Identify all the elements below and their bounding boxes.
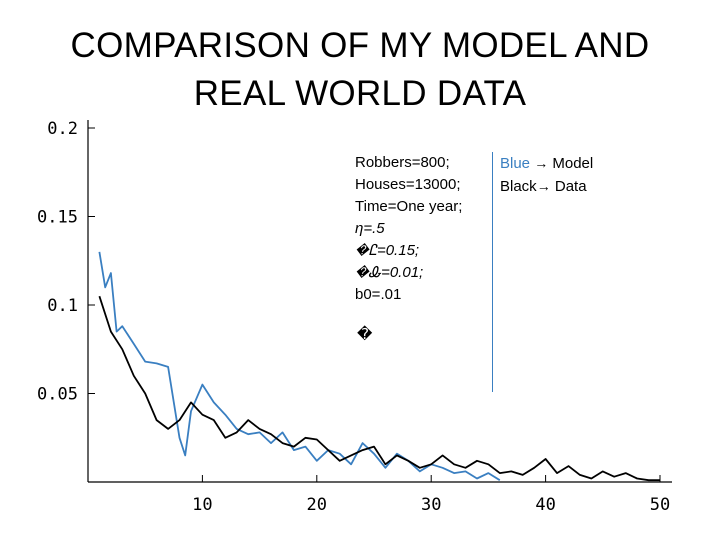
y-tick-label: 0.15: [37, 208, 78, 228]
y-ticks: 0.05 0.1 0.15 0.2: [37, 119, 95, 405]
legend-data-text: Data: [554, 178, 587, 195]
arrow-icon: →: [536, 178, 551, 194]
parameter-list: Robbers=800; Houses=13000; Time=One year…: [355, 152, 462, 346]
slide-title: COMPARISON OF MY MODEL AND REAL WORLD DA…: [0, 22, 720, 118]
param-theta: �Ꮭ=0.15;: [355, 242, 420, 259]
x-tick-label: 50: [650, 495, 670, 515]
legend-data-word: Black: [500, 178, 537, 195]
param-omega: �Ꮂ=0.01;: [355, 264, 424, 281]
chart-axes: [87, 120, 672, 483]
legend-model-word: Blue: [500, 155, 531, 172]
y-tick-label: 0.1: [47, 296, 78, 316]
legend-model: Blue → Model: [500, 152, 593, 175]
series-line-data: [98, 295, 660, 482]
y-tick-label: 0.2: [47, 119, 78, 139]
title-line-1: COMPARISON OF MY MODEL AND: [70, 26, 650, 65]
param-time: Time=One year;: [355, 198, 463, 215]
stray-glyph: �: [357, 326, 373, 343]
param-b0: b0=.01: [355, 286, 402, 303]
param-robbers: Robbers=800;: [355, 154, 450, 171]
y-tick-label: 0.05: [37, 385, 78, 405]
arrow-icon: →: [534, 155, 549, 171]
x-ticks: 10 20 30 40 50: [192, 475, 670, 515]
title-line-2: REAL WORLD DATA: [193, 74, 527, 113]
param-eta: η=.5: [355, 220, 385, 237]
series-layer: [98, 251, 660, 482]
legend-data: Black→ Data: [500, 175, 593, 198]
param-houses: Houses=13000;: [355, 176, 461, 193]
x-tick-label: 20: [307, 495, 327, 515]
x-tick-label: 40: [535, 495, 555, 515]
legend-divider: [492, 152, 493, 392]
series-line-model: [98, 251, 501, 481]
x-tick-label: 30: [421, 495, 441, 515]
legend: Blue → Model Black→ Data: [500, 152, 593, 198]
x-tick-label: 10: [192, 495, 212, 515]
legend-model-text: Model: [552, 155, 594, 172]
